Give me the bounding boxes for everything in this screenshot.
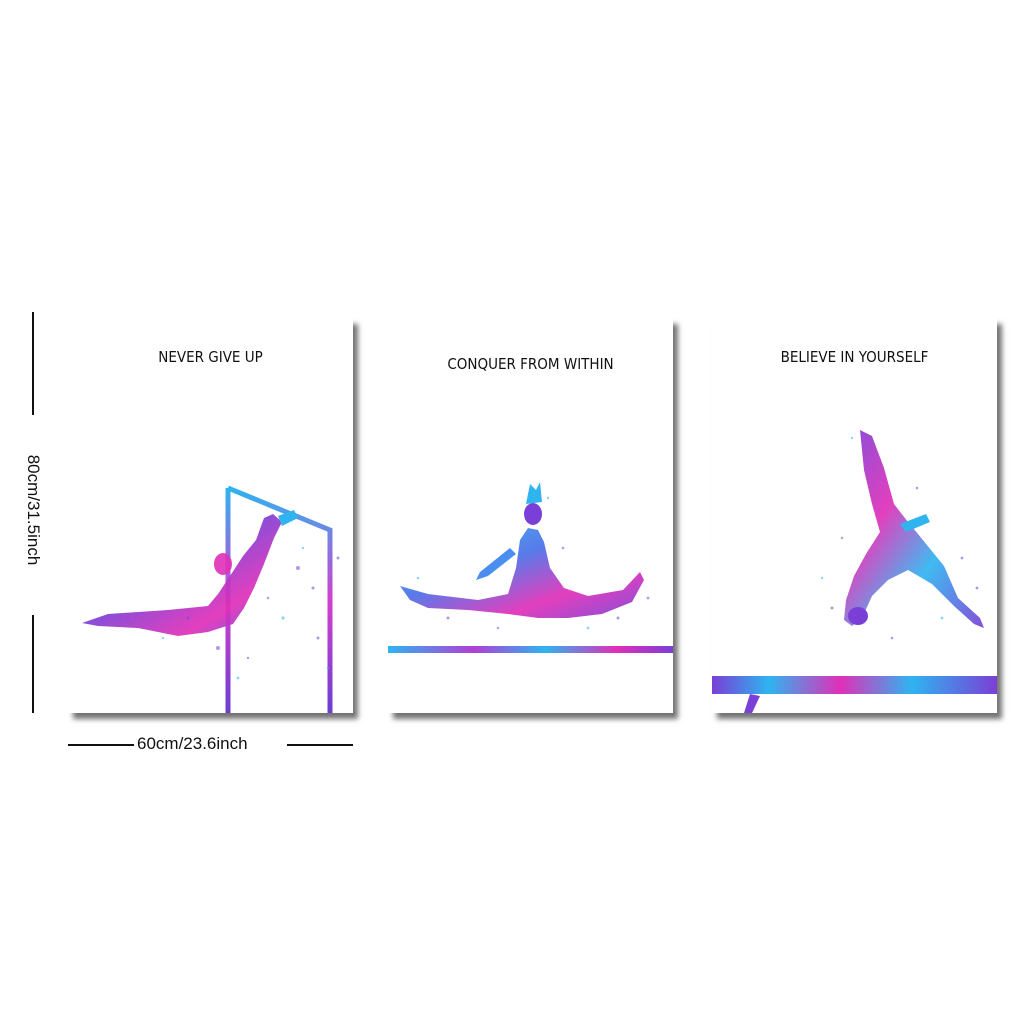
gymnast-silhouette (844, 430, 984, 628)
gymnast-bars-illustration (82, 485, 340, 713)
balance-beam (712, 676, 997, 694)
poster-believe-in-yourself: BELIEVE IN YOURSELF (712, 318, 997, 713)
poster-conquer-from-within: CONQUER FROM WITHIN (388, 318, 673, 713)
width-dimension-line-left (68, 744, 134, 746)
height-dimension-label: 80cm/31.5inch (24, 454, 43, 566)
gymnast-silhouette (400, 528, 644, 618)
height-dimension-line-top (32, 312, 34, 415)
height-dimension-line-bottom (32, 615, 34, 713)
gymnast-leap-illustration (388, 482, 673, 653)
width-dimension-line-right (287, 744, 353, 746)
poster-title: NEVER GIVE UP (158, 348, 263, 366)
poster-never-give-up: NEVER GIVE UP (68, 318, 353, 713)
poster-title: BELIEVE IN YOURSELF (780, 348, 929, 366)
gymnast-silhouette (82, 514, 282, 636)
width-dimension-label: 60cm/23.6inch (137, 734, 248, 753)
poster-title: CONQUER FROM WITHIN (447, 355, 614, 373)
gymnast-beam-illustration (712, 430, 997, 713)
floor-line (388, 646, 673, 653)
